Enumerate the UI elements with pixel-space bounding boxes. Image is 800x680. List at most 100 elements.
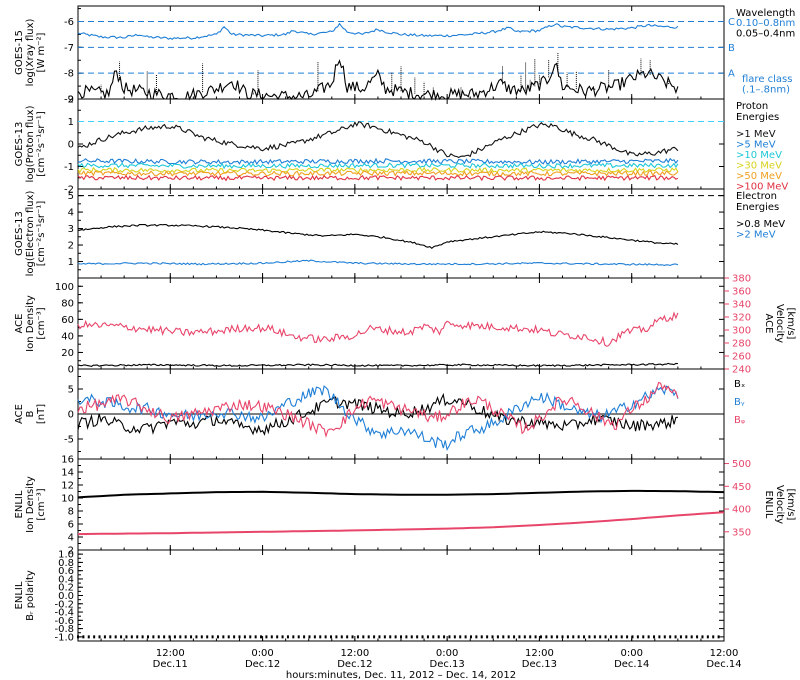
polarity-mark [518, 635, 521, 639]
polarity-mark [685, 635, 688, 639]
polarity-mark [653, 635, 656, 639]
y2-axis-label: [km/s] [785, 308, 796, 340]
polarity-mark [335, 635, 338, 639]
polarity-mark [260, 635, 263, 639]
polarity-mark [389, 635, 392, 639]
legend-title: Wavelength [736, 8, 795, 19]
series--30-MeV [77, 166, 679, 174]
legend-entry: Bᵧ [734, 397, 745, 408]
flare-level-label: A [728, 69, 735, 80]
polarity-mark [346, 635, 349, 639]
panel-frame [77, 458, 725, 551]
x-tick-date-label: Dec.12 [245, 659, 280, 670]
y2-tick-label: 400 [732, 505, 751, 516]
polarity-mark [324, 635, 327, 639]
polarity-mark [356, 635, 359, 639]
polarity-mark [286, 635, 289, 639]
polarity-mark [561, 635, 564, 639]
series-density [77, 489, 725, 499]
x-tick-time-label: 12:00 [710, 648, 739, 659]
y-axis-label: [cm⁻³] [36, 307, 47, 339]
series--1-MeV [77, 121, 679, 159]
polarity-mark [669, 635, 672, 639]
polarity-mark [243, 635, 246, 639]
y-axis-label: Ion Density [25, 476, 36, 533]
polarity-mark [98, 635, 101, 639]
x-tick-time-label: 0:00 [620, 648, 642, 659]
y2-tick-label: 350 [732, 527, 751, 538]
polarity-mark [330, 635, 333, 639]
polarity-mark [706, 635, 709, 639]
y-tick-label: 1 [68, 117, 74, 128]
y-axis-label: log(Proton flux) [25, 105, 36, 182]
polarity-mark [615, 635, 618, 639]
y-axis-label: B [25, 410, 36, 417]
y2-axis-label: ACE [763, 314, 774, 334]
series-density [77, 362, 678, 367]
panel-frame [77, 549, 725, 642]
y-tick-label: 1 [68, 257, 74, 268]
polarity-mark [82, 635, 85, 639]
polarity-mark [303, 635, 306, 639]
flare-class-note: (.1–.8nm) [742, 85, 790, 96]
y-tick-label: 2 [68, 95, 74, 106]
polarity-mark [238, 635, 241, 639]
y-axis-label: [cm⁻²s⁻¹sr⁻¹] [36, 201, 47, 267]
y-tick-label: 20 [61, 348, 74, 359]
polarity-mark [539, 635, 542, 639]
y2-tick-label: 340 [732, 300, 751, 311]
y-axis-label: Ion Density [25, 295, 36, 352]
y-tick-label: -1 [64, 162, 74, 173]
y-tick-label: -0.4 [54, 608, 74, 619]
legend-entry: >0.8 MeV [736, 219, 785, 230]
x-tick-date-label: Dec.13 [430, 659, 465, 670]
polarity-mark [351, 635, 354, 639]
polarity-mark [453, 635, 456, 639]
y-tick-label: 100 [55, 282, 74, 293]
y-tick-label: 40 [61, 331, 74, 342]
polarity-mark [696, 635, 699, 639]
series-velocity [77, 311, 679, 347]
y-axis-label: [cm⁻²s⁻¹sr⁻¹] [36, 111, 47, 177]
polarity-mark [319, 635, 322, 639]
polarity-mark [550, 635, 553, 639]
y-axis-label: ENLIL [14, 490, 25, 518]
polarity-mark [233, 635, 236, 639]
polarity-mark [270, 635, 273, 639]
x-tick-time-label: 0:00 [436, 648, 458, 659]
y-tick-label: 0.2 [58, 583, 74, 594]
polarity-mark [448, 635, 451, 639]
polarity-mark [146, 635, 149, 639]
legend-title: Electron [736, 191, 777, 202]
y2-tick-label: 450 [732, 482, 751, 493]
polarity-mark [507, 635, 510, 639]
y2-tick-label: 260 [732, 352, 751, 363]
polarity-mark [642, 635, 645, 639]
legend-entry: >100 MeV [736, 182, 788, 193]
x-tick-time-label: 12:00 [340, 648, 369, 659]
y-tick-label: 4 [68, 208, 74, 219]
polarity-mark [216, 635, 219, 639]
x-tick-time-label: 12:00 [156, 648, 185, 659]
polarity-mark [227, 635, 230, 639]
series-0-05-0-4nm [77, 59, 679, 102]
y2-tick-label: 500 [732, 459, 751, 470]
polarity-mark [523, 635, 526, 639]
polarity-mark [103, 635, 106, 639]
y-tick-label: 0.6 [58, 566, 74, 577]
polarity-mark [292, 635, 295, 639]
polarity-mark [636, 635, 639, 639]
series-By [77, 385, 679, 452]
y-tick-label: 80 [61, 298, 74, 309]
panel-enlil-polarity: -1.0-0.8-0.6-0.4-0.20.00.20.40.60.81.0 EN… [14, 549, 725, 643]
y-tick-label: 0 [68, 140, 74, 151]
polarity-mark [394, 635, 397, 639]
y-axis-label: log(Electron flux) [25, 191, 36, 277]
polarity-mark [405, 635, 408, 639]
polarity-mark [136, 635, 139, 639]
legend-entry: Bₓ [734, 379, 745, 390]
polarity-mark [265, 635, 268, 639]
series-0-10-0-8nm [77, 22, 679, 40]
polarity-mark [443, 635, 446, 639]
y-axis-label: ACE [14, 314, 25, 334]
